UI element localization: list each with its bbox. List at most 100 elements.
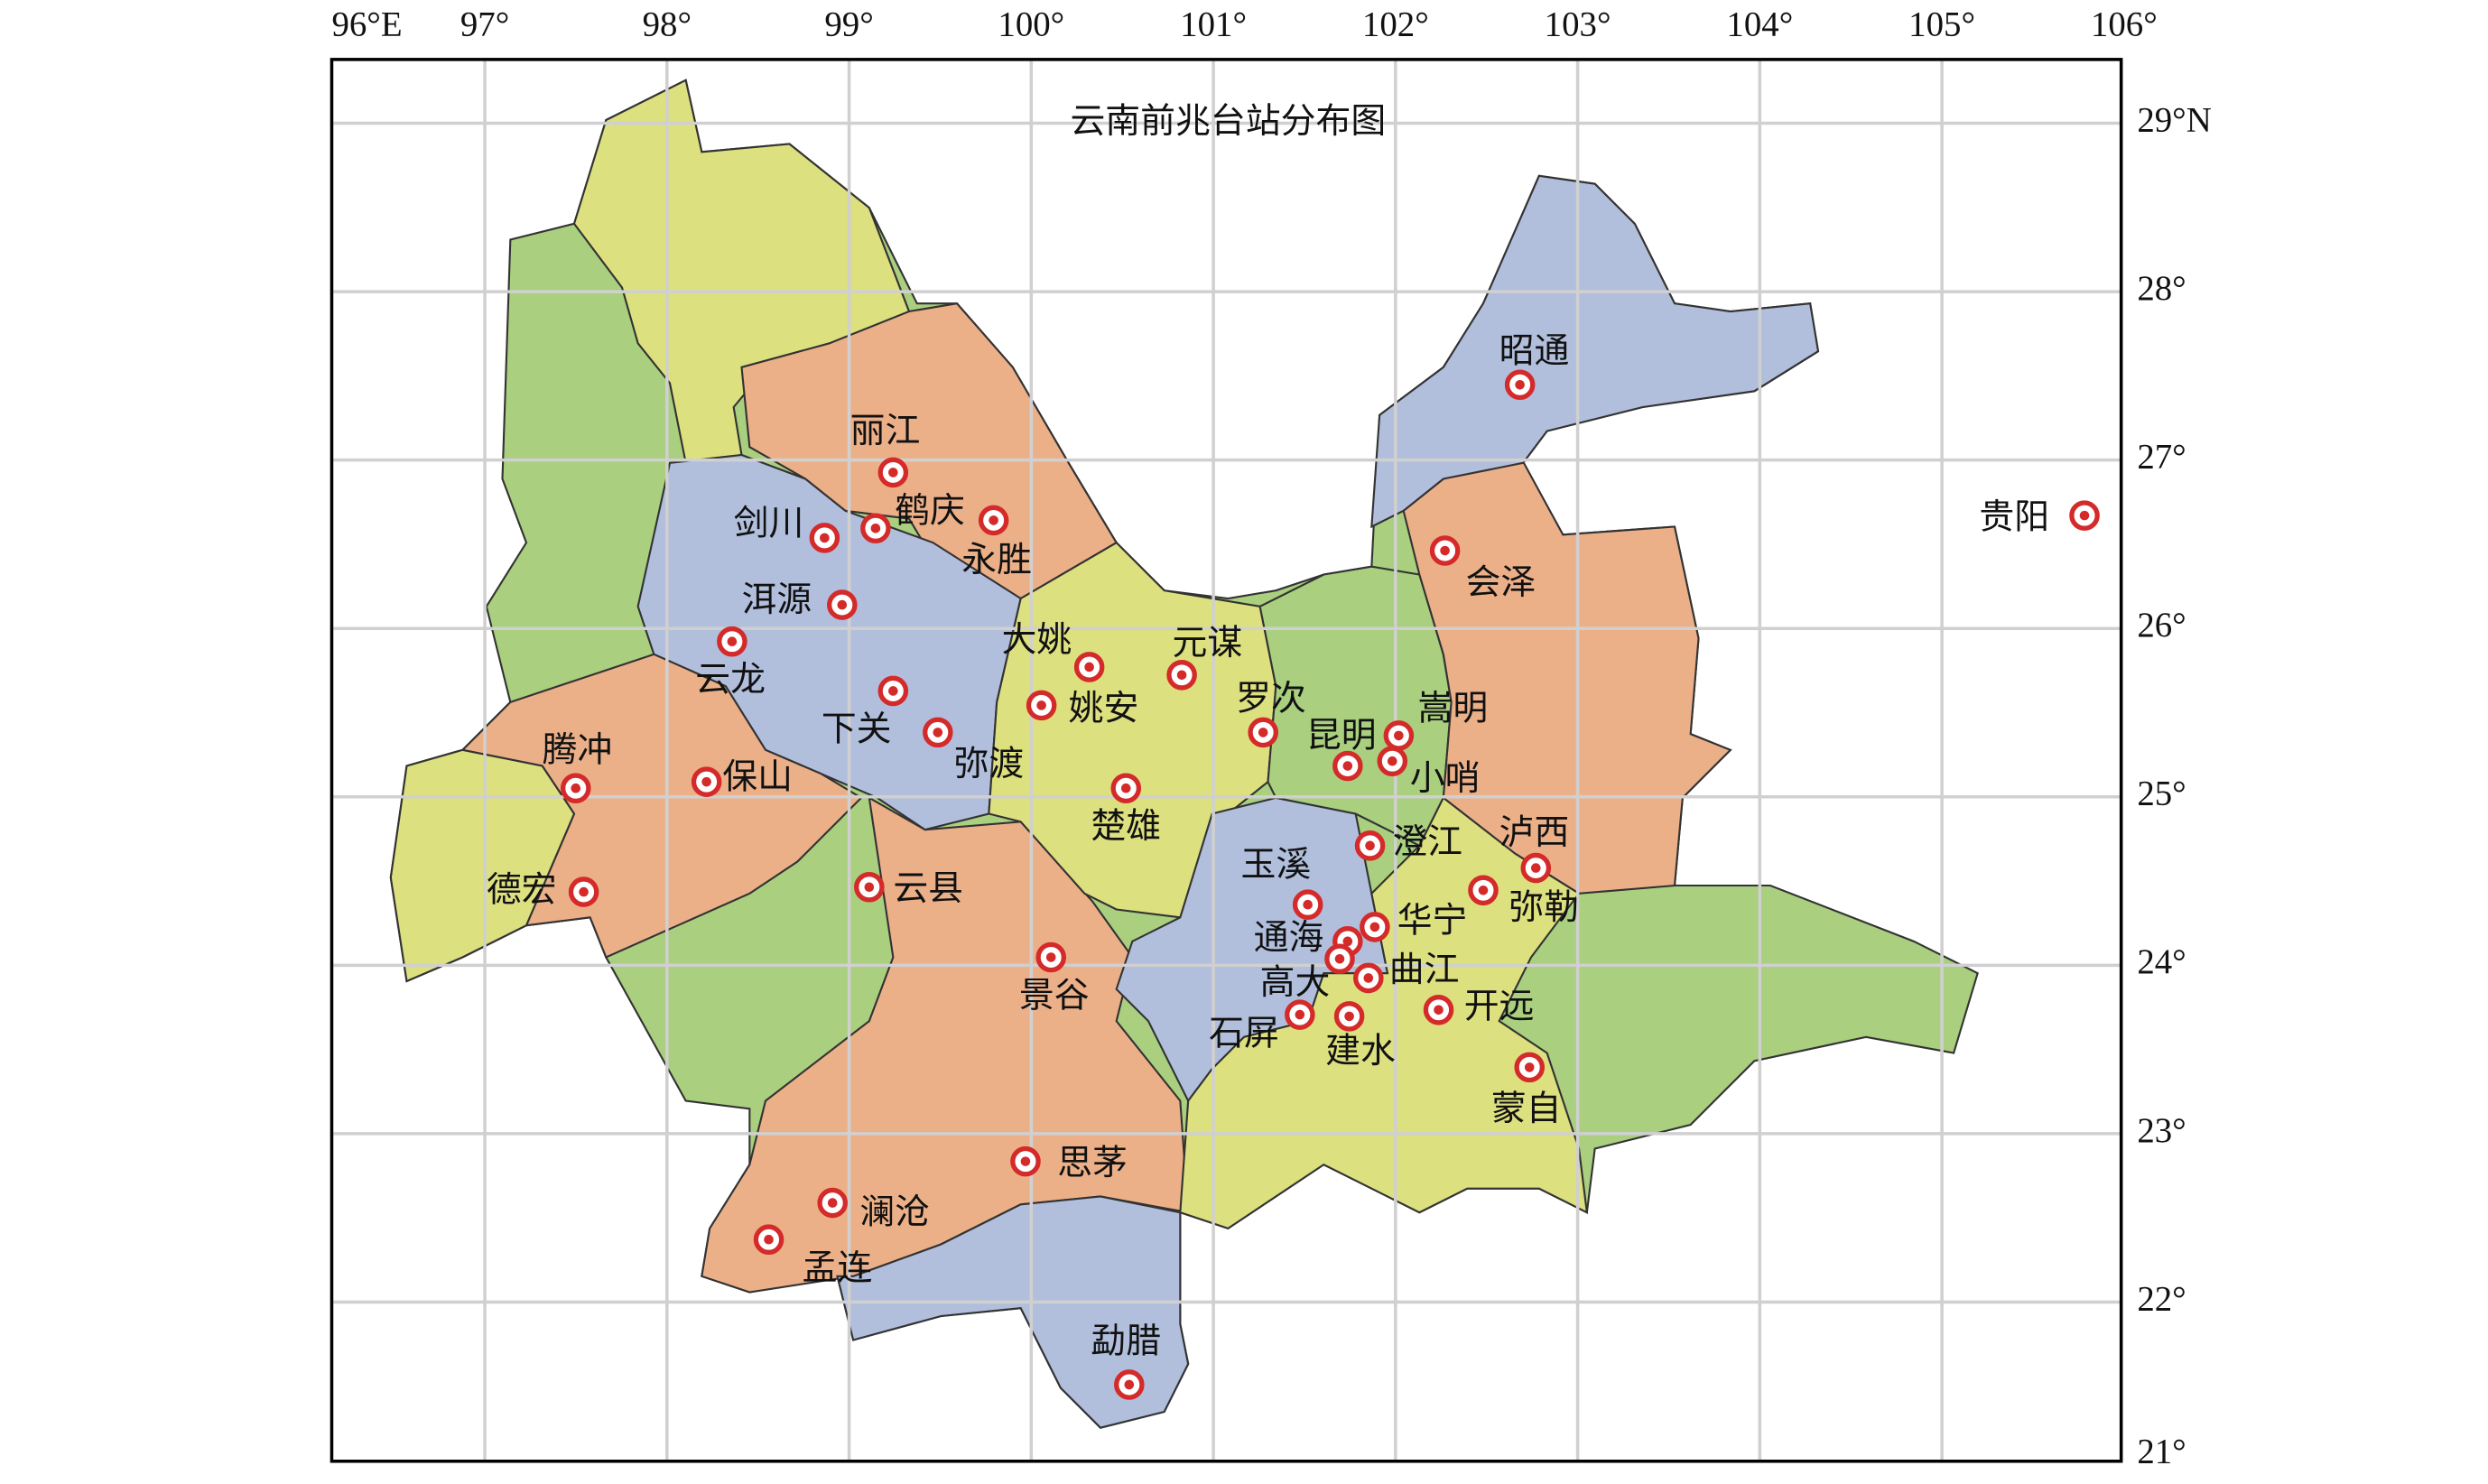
station-label: 石屏 [1209,1015,1279,1053]
station-marker-dot [870,523,881,533]
lon-tick-label: 101° [1180,5,1247,43]
station-marker-dot [1365,840,1375,851]
station-label: 元谋 [1173,624,1243,663]
station-marker-dot [1176,670,1187,681]
station-label: 景谷 [1019,976,1090,1015]
station-label: 弥渡 [953,745,1024,784]
station-marker-dot [1388,756,1397,766]
station-marker-dot [837,599,848,610]
lat-tick-label: 22° [2137,1279,2186,1318]
station-label: 下关 [822,710,892,748]
station-label: 鹤庆 [895,491,965,530]
station-label: 云县 [893,869,963,908]
station-marker-dot [1344,1011,1354,1022]
station-marker-dot [1531,863,1541,873]
regions [389,79,1979,1429]
region [1370,174,1820,529]
station-marker-dot [1478,886,1489,895]
station-label: 姚安 [1069,689,1139,728]
station-label: 洱源 [742,580,812,619]
station-label: 剑川 [734,504,804,543]
station-marker-dot [579,886,589,897]
station-label: 开远 [1464,988,1535,1026]
station-marker-dot [864,882,875,893]
lon-tick-label: 103° [1545,5,1611,43]
region [389,748,576,983]
station-marker-dot [1020,1156,1031,1166]
station-marker-dot [989,515,998,525]
station-label: 楚雄 [1091,807,1161,846]
lat-tick-label: 26° [2137,606,2186,645]
lon-tick-label: 96°E [331,5,402,43]
graticule: 96°E 97° 98° 99° 100° 101° 102° 103° 104° 105° 106… [331,5,2212,1471]
lon-tick-label: 105° [1908,5,1975,43]
station-label: 通海 [1254,919,1324,958]
station-label: 华宁 [1397,901,1468,940]
station-marker-dot [1084,662,1094,672]
station-label: 昆明 [1306,716,1377,755]
station-marker-dot [2079,510,2090,521]
station-label: 会泽 [1466,563,1536,602]
station-label: 弥勒 [1509,888,1579,927]
station-marker-dot [933,728,943,737]
station-label: 玉溪 [1240,845,1311,884]
station-label: 永胜 [961,541,1032,580]
station-label: 建水 [1325,1032,1396,1071]
station-label: 保山 [722,757,793,796]
station-marker-dot [1258,728,1268,737]
station-marker-dot [701,776,711,787]
station-marker-dot [1369,922,1380,932]
lat-tick-label: 24° [2137,942,2186,981]
station-label: 丽江 [850,412,921,450]
station-label: 蒙自 [1491,1090,1562,1128]
station-label: 澜沧 [859,1193,930,1232]
lon-tick-label: 97° [460,5,509,43]
station-label: 曲江 [1389,951,1460,989]
station-label: 德宏 [487,871,557,910]
lat-tick-label: 23° [2137,1111,2186,1150]
lon-tick-label: 98° [643,5,692,43]
station-marker-dot [827,1198,838,1208]
station-marker-dot [1045,952,1056,962]
station-marker-dot [1515,379,1525,390]
station-label: 小哨 [1410,759,1481,798]
lon-tick-label: 102° [1362,5,1429,43]
station-marker-dot [1342,761,1353,771]
station-marker-dot [820,533,830,543]
station-marker-dot [888,686,898,696]
station-marker-dot [1120,783,1131,793]
lon-tick-label: 99° [824,5,873,43]
station-marker-dot [571,783,581,793]
station-label: 嵩明 [1418,689,1489,728]
station-label: 云龙 [695,661,766,700]
region [1179,796,1589,1230]
frame [330,58,2123,1463]
lon-tick-label: 106° [2091,5,2158,43]
station-marker-dot [727,636,738,646]
station-label: 罗次 [1236,680,1306,719]
station-label: 澄江 [1392,823,1462,862]
station-label: 勐腊 [1091,1322,1161,1361]
station-marker-dot [1342,936,1353,947]
station-label: 泸西 [1499,813,1570,852]
station-label: 昭通 [1499,332,1570,371]
lat-tick-label: 27° [2137,438,2186,477]
lat-tick-label: 21° [2137,1433,2186,1471]
station-marker-dot [1295,1009,1305,1020]
station-label: 孟连 [803,1248,873,1287]
lon-tick-label: 104° [1726,5,1793,43]
station-marker-dot [1394,730,1404,741]
station-label: 腾冲 [543,730,613,769]
station-marker-dot [888,468,898,478]
station-marker-dot [1036,700,1046,710]
station-marker-dot [1524,1062,1535,1072]
region [836,1195,1190,1429]
station-marker-dot [1434,1005,1444,1016]
station-label: 高大 [1260,963,1331,1002]
station-label: 贵阳 [1979,497,2049,536]
station-marker-dot [1440,545,1450,556]
lat-tick-label: 28° [2137,269,2186,308]
lat-tick-label: 29°N [2137,100,2211,139]
